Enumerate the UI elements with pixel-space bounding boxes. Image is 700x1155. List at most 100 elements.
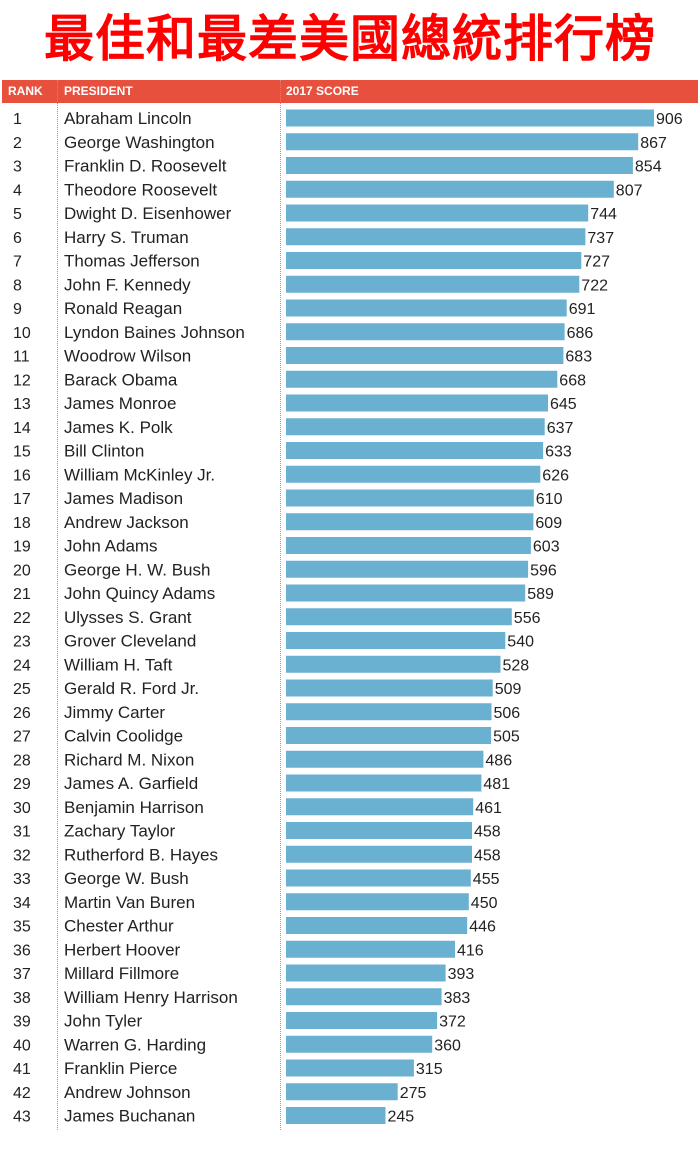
score-value-label: 505 bbox=[493, 729, 520, 746]
president-name: Millard Fillmore bbox=[64, 964, 179, 983]
score-value-label: 416 bbox=[457, 942, 484, 959]
president-name: Zachary Taylor bbox=[64, 822, 176, 841]
president-name: Woodrow Wilson bbox=[64, 347, 191, 366]
rank-label: 2 bbox=[13, 135, 22, 152]
score-value-label: 686 bbox=[567, 325, 594, 342]
rank-label: 36 bbox=[13, 942, 31, 959]
rank-label: 12 bbox=[13, 372, 31, 389]
score-value-label: 245 bbox=[388, 1109, 415, 1126]
score-bar bbox=[286, 703, 492, 721]
score-bar bbox=[286, 679, 493, 697]
score-bar bbox=[286, 180, 614, 198]
rank-label: 23 bbox=[13, 634, 31, 651]
president-name: George Washington bbox=[64, 133, 215, 152]
rank-label: 33 bbox=[13, 871, 31, 888]
rank-label: 3 bbox=[13, 159, 22, 176]
score-value-label: 637 bbox=[547, 420, 574, 437]
score-value-label: 458 bbox=[474, 847, 501, 864]
rank-label: 11 bbox=[13, 349, 30, 366]
president-name: Dwight D. Eisenhower bbox=[64, 204, 232, 223]
score-bar bbox=[286, 632, 506, 649]
score-value-label: 315 bbox=[416, 1061, 443, 1078]
score-value-label: 906 bbox=[656, 111, 683, 128]
score-bar bbox=[286, 917, 468, 934]
score-bar bbox=[286, 157, 633, 174]
president-name: George W. Bush bbox=[64, 869, 189, 888]
score-bar bbox=[286, 465, 541, 483]
rank-label: 37 bbox=[13, 966, 31, 983]
score-bar bbox=[286, 1035, 433, 1053]
rank-column-divider bbox=[57, 80, 58, 1130]
score-bar bbox=[286, 109, 654, 127]
score-value-label: 506 bbox=[494, 705, 521, 722]
score-bar bbox=[286, 964, 446, 982]
rank-label: 42 bbox=[13, 1085, 31, 1102]
score-value-label: 867 bbox=[640, 135, 667, 152]
president-name: Abraham Lincoln bbox=[64, 109, 192, 128]
table-header-bar bbox=[2, 80, 698, 103]
president-name: John Adams bbox=[64, 537, 158, 556]
president-name: Warren G. Harding bbox=[64, 1035, 206, 1054]
president-name: Benjamin Harrison bbox=[64, 798, 204, 817]
score-value-label: 668 bbox=[559, 372, 586, 389]
rank-label: 16 bbox=[13, 467, 31, 484]
score-value-label: 450 bbox=[471, 895, 498, 912]
score-bar bbox=[286, 299, 567, 317]
score-bar bbox=[286, 228, 586, 246]
score-bar bbox=[286, 1012, 438, 1029]
rank-label: 25 bbox=[13, 681, 31, 698]
president-name: James Monroe bbox=[64, 394, 176, 413]
rank-label: 28 bbox=[13, 752, 31, 769]
president-name: John Tyler bbox=[64, 1012, 142, 1031]
score-bar bbox=[286, 584, 526, 602]
score-bar bbox=[286, 133, 639, 151]
rank-label: 22 bbox=[13, 610, 31, 627]
president-name: Franklin D. Roosevelt bbox=[64, 157, 227, 176]
score-value-label: 383 bbox=[444, 990, 471, 1007]
score-value-label: 372 bbox=[439, 1014, 466, 1031]
rank-column-header: RANK bbox=[8, 84, 43, 98]
rank-label: 27 bbox=[13, 729, 31, 746]
president-name: John Quincy Adams bbox=[64, 584, 215, 603]
president-name: Ronald Reagan bbox=[64, 299, 182, 318]
score-value-label: 737 bbox=[587, 230, 614, 247]
president-name: James Buchanan bbox=[64, 1107, 195, 1126]
rank-label: 6 bbox=[13, 230, 22, 247]
score-bar bbox=[286, 1059, 414, 1077]
name-column-divider bbox=[280, 80, 281, 1130]
president-name: Chester Arthur bbox=[64, 917, 174, 936]
rank-label: 20 bbox=[13, 562, 31, 579]
rank-label: 31 bbox=[13, 824, 31, 841]
score-bar bbox=[286, 418, 545, 436]
score-value-label: 683 bbox=[565, 349, 592, 366]
score-bar bbox=[286, 655, 501, 673]
score-bar bbox=[286, 1083, 398, 1101]
score-value-label: 854 bbox=[635, 159, 662, 176]
president-name: Thomas Jefferson bbox=[64, 252, 200, 271]
score-value-label: 446 bbox=[469, 919, 496, 936]
rank-label: 9 bbox=[13, 301, 22, 318]
president-name: Martin Van Buren bbox=[64, 893, 195, 912]
president-name: Jimmy Carter bbox=[64, 703, 165, 722]
president-name: Herbert Hoover bbox=[64, 940, 181, 959]
rank-label: 39 bbox=[13, 1014, 31, 1031]
rank-label: 21 bbox=[13, 586, 31, 603]
president-name: Rutherford B. Hayes bbox=[64, 845, 218, 864]
score-bar bbox=[286, 537, 531, 554]
score-bar bbox=[286, 489, 534, 507]
score-bar bbox=[286, 988, 442, 1006]
score-value-label: 691 bbox=[569, 301, 596, 318]
president-name: James K. Polk bbox=[64, 418, 173, 437]
score-column-header: 2017 SCORE bbox=[286, 84, 359, 98]
president-name: William Henry Harrison bbox=[64, 988, 238, 1007]
score-bar bbox=[286, 275, 580, 293]
score-value-label: 610 bbox=[536, 491, 563, 508]
score-value-label: 486 bbox=[485, 752, 512, 769]
score-bar bbox=[286, 940, 455, 958]
rank-label: 40 bbox=[13, 1037, 31, 1054]
president-name: John F. Kennedy bbox=[64, 275, 191, 294]
score-value-label: 609 bbox=[535, 515, 562, 532]
score-bar bbox=[286, 370, 558, 388]
score-value-label: 509 bbox=[495, 681, 522, 698]
